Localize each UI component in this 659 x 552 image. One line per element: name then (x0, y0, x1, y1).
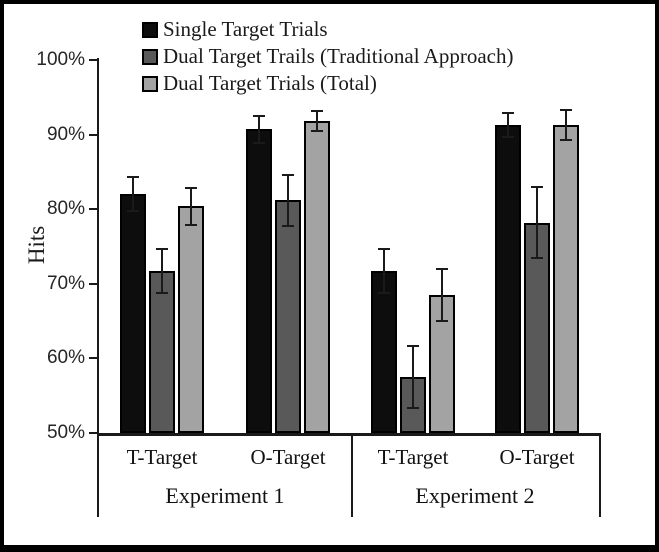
legend-swatch-icon (142, 48, 158, 65)
error-bar-cap-bottom (502, 135, 514, 138)
bar-single-target-trials-g4 (495, 124, 521, 433)
legend-item: Single Target Trials (142, 16, 513, 43)
bar-single-target-trials-g2 (246, 129, 272, 433)
error-bar (161, 249, 163, 293)
legend-item: Dual Target Trails (Traditional Approach… (142, 43, 513, 70)
error-bar-cap-bottom (531, 257, 543, 260)
error-bar (287, 174, 289, 226)
error-bar-cap-top (185, 186, 197, 189)
legend-label: Single Target Trials (163, 17, 328, 41)
error-bar (507, 112, 509, 137)
legend-swatch-icon (142, 21, 158, 38)
panel-label: Experiment 2 (415, 483, 535, 508)
category-label: T-Target (126, 445, 198, 469)
error-bar-cap-top (378, 247, 390, 250)
x-axis-line (97, 433, 601, 436)
error-bar-cap-top (311, 110, 323, 113)
error-bar-cap-top (407, 344, 419, 347)
error-bar-cap-top (282, 173, 294, 176)
error-bar (412, 345, 414, 409)
category-box-left-line (97, 436, 99, 517)
error-bar-cap-bottom (156, 291, 168, 294)
error-bar (441, 268, 443, 322)
error-bar (316, 111, 318, 131)
error-bar-cap-bottom (560, 138, 572, 141)
y-axis-tick-label: 90% (46, 123, 85, 145)
error-bar-cap-bottom (407, 407, 419, 410)
y-axis-tick-label: 70% (46, 272, 85, 294)
y-axis-tick-label: 60% (46, 347, 85, 369)
legend-item: Dual Target Trials (Total) (142, 70, 513, 97)
y-axis-line (97, 58, 99, 435)
error-bar-cap-bottom (436, 320, 448, 323)
error-bar-cap-top (560, 108, 572, 111)
error-bar-cap-bottom (127, 210, 139, 213)
legend: Single Target Trials Dual Target Trails (… (142, 16, 513, 97)
y-axis-tick (89, 357, 97, 360)
category-label: T-Target (377, 445, 449, 469)
error-bar (190, 187, 192, 225)
error-bar (565, 109, 567, 140)
category-box-right-line (599, 436, 601, 517)
y-axis-tick-label: 100% (36, 49, 85, 70)
y-axis-tick (89, 59, 97, 61)
category-box-divider-line (351, 436, 353, 517)
legend-label: Dual Target Trails (Traditional Approach… (163, 44, 514, 68)
error-bar-cap-bottom (311, 129, 323, 132)
y-axis-tick (89, 208, 97, 211)
error-bar-cap-top (502, 111, 514, 114)
error-bar (383, 248, 385, 294)
error-bar-cap-bottom (185, 223, 197, 226)
y-axis-tick (89, 282, 97, 285)
error-bar-cap-bottom (253, 141, 265, 144)
bar-dual-target-trails-traditional-approach-g2 (275, 200, 301, 433)
bar-single-target-trials-g3 (371, 271, 397, 433)
bar-dual-target-trials-total-g2 (304, 121, 330, 433)
error-bar-cap-top (127, 176, 139, 179)
error-bar (132, 177, 134, 212)
error-bar-cap-top (531, 185, 543, 188)
error-bar-cap-top (253, 114, 265, 117)
error-bar (536, 186, 538, 259)
y-axis-tick-label: 80% (46, 198, 85, 220)
y-axis-tick (89, 432, 97, 434)
error-bar-cap-top (156, 248, 168, 251)
bar-single-target-trials-g1 (120, 194, 146, 433)
bar-dual-target-trails-traditional-approach-g1 (149, 271, 175, 433)
error-bar-cap-bottom (282, 224, 294, 227)
legend-label: Dual Target Trials (Total) (163, 71, 377, 95)
panel-label: Experiment 1 (165, 483, 285, 508)
bar-dual-target-trials-total-g4 (553, 124, 579, 433)
category-label: O-Target (499, 445, 575, 469)
y-axis-tick-label: 50% (46, 422, 85, 443)
bar-dual-target-trials-total-g1 (178, 206, 204, 433)
error-bar (258, 115, 260, 143)
y-axis-tick (89, 133, 97, 136)
error-bar-cap-top (436, 267, 448, 270)
category-label: O-Target (250, 445, 326, 469)
error-bar-cap-bottom (378, 292, 390, 295)
legend-swatch-icon (142, 75, 158, 92)
